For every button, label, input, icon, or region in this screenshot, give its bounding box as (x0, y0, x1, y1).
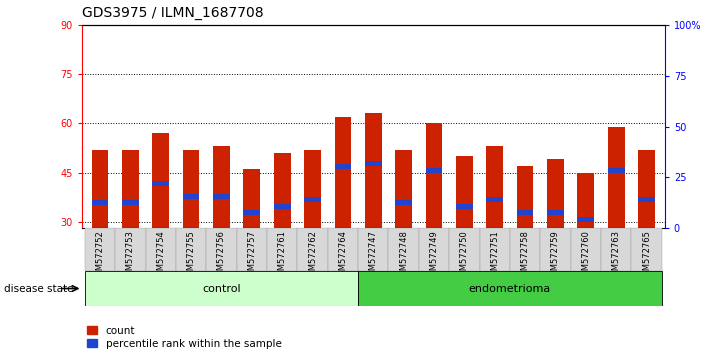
Bar (115, 228, 146, 271)
Text: GSM572747: GSM572747 (369, 230, 378, 281)
Bar (571, 228, 601, 271)
Bar (577, 217, 594, 222)
Text: control: control (202, 284, 241, 293)
Bar (92, 200, 108, 205)
Bar (638, 197, 655, 202)
Legend: count, percentile rank within the sample: count, percentile rank within the sample (87, 326, 282, 349)
Bar (183, 194, 199, 199)
Bar (85, 228, 115, 271)
Bar (183, 149, 199, 228)
Bar (449, 228, 479, 271)
Bar (152, 133, 169, 228)
Text: GSM572756: GSM572756 (217, 230, 226, 281)
Bar (456, 204, 473, 209)
Text: GSM572763: GSM572763 (611, 230, 621, 281)
Bar (85, 271, 358, 306)
Bar (176, 228, 206, 271)
Text: GSM572758: GSM572758 (520, 230, 530, 281)
Bar (608, 127, 624, 228)
Text: GSM572757: GSM572757 (247, 230, 256, 281)
Text: GSM572761: GSM572761 (278, 230, 287, 281)
Bar (419, 228, 449, 271)
Text: GSM572752: GSM572752 (95, 230, 105, 281)
Bar (274, 153, 291, 228)
Bar (388, 228, 419, 271)
Bar (267, 228, 297, 271)
Bar (92, 149, 108, 228)
Text: GSM572760: GSM572760 (582, 230, 590, 281)
Text: GSM572762: GSM572762 (308, 230, 317, 281)
Bar (426, 167, 442, 172)
Text: endometrioma: endometrioma (469, 284, 551, 293)
Bar (328, 228, 358, 271)
Text: GSM572755: GSM572755 (186, 230, 196, 281)
Bar (395, 200, 412, 205)
Text: GSM572764: GSM572764 (338, 230, 348, 281)
Bar (206, 228, 237, 271)
Bar (486, 197, 503, 202)
Bar (540, 228, 571, 271)
Bar (146, 228, 176, 271)
Bar (122, 200, 139, 205)
Bar (365, 161, 382, 166)
Text: GSM572759: GSM572759 (551, 230, 560, 281)
Text: GSM572765: GSM572765 (642, 230, 651, 281)
Bar (547, 210, 564, 215)
Text: disease state: disease state (4, 284, 73, 293)
Bar (358, 228, 388, 271)
Bar (426, 123, 442, 228)
Bar (608, 167, 624, 172)
Bar (243, 210, 260, 215)
Bar (335, 117, 351, 228)
Bar (297, 228, 328, 271)
Bar (479, 228, 510, 271)
Bar (358, 271, 662, 306)
Text: GDS3975 / ILMN_1687708: GDS3975 / ILMN_1687708 (82, 6, 263, 20)
Bar (517, 166, 533, 228)
Bar (274, 204, 291, 209)
Bar (456, 156, 473, 228)
Bar (122, 149, 139, 228)
Bar (547, 159, 564, 228)
Bar (577, 172, 594, 228)
Bar (365, 113, 382, 228)
Bar (304, 197, 321, 202)
Bar (304, 149, 321, 228)
Bar (395, 149, 412, 228)
Bar (601, 228, 631, 271)
Bar (638, 149, 655, 228)
Text: GSM572750: GSM572750 (460, 230, 469, 281)
Bar (510, 228, 540, 271)
Bar (152, 181, 169, 185)
Bar (335, 164, 351, 169)
Text: GSM572754: GSM572754 (156, 230, 165, 281)
Bar (517, 210, 533, 215)
Bar (243, 169, 260, 228)
Bar (213, 146, 230, 228)
Text: GSM572751: GSM572751 (491, 230, 499, 281)
Bar (213, 194, 230, 199)
Bar (237, 228, 267, 271)
Text: GSM572753: GSM572753 (126, 230, 135, 281)
Bar (486, 146, 503, 228)
Text: GSM572749: GSM572749 (429, 230, 439, 281)
Text: GSM572748: GSM572748 (399, 230, 408, 281)
Bar (631, 228, 662, 271)
